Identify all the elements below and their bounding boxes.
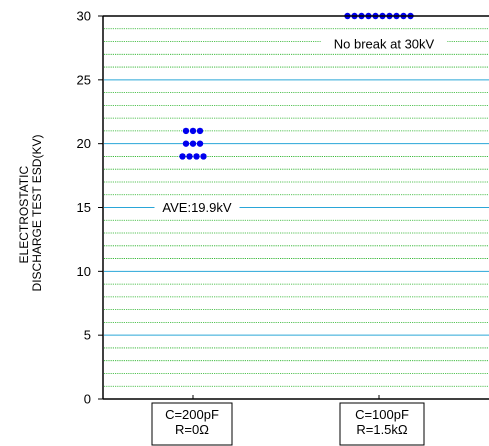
annotation-text: No break at 30kV [334, 37, 435, 52]
data-point [193, 153, 200, 160]
axes: 0 5 10 15 20 25 30 [77, 9, 489, 407]
y-tick-label: 25 [77, 72, 91, 87]
data-point [196, 140, 204, 147]
y-axis-label-line: DISCHARGE TEST ESD(KV) [30, 135, 44, 292]
data-points [179, 12, 414, 160]
y-tick-label: 0 [84, 392, 91, 407]
y-tick-label: 5 [84, 328, 91, 343]
y-axis-label: ELECTROSTATIC DISCHARGE TEST ESD(KV) [17, 135, 44, 292]
y-axis-label-line: ELECTROSTATIC [17, 166, 31, 264]
data-point [196, 127, 204, 135]
annotation-background [320, 35, 448, 54]
data-point [182, 127, 190, 135]
category-label-box [339, 402, 425, 446]
annotations: No break at 30kV AVE:19.9kV [154, 35, 448, 217]
data-point [179, 153, 186, 160]
annotation-text: AVE:19.9kV [162, 200, 231, 215]
data-point [189, 127, 197, 135]
annotation-background [154, 198, 240, 217]
data-point [186, 153, 193, 160]
y-tick-label: 10 [77, 264, 91, 279]
category-label: C=100pF [355, 407, 409, 422]
data-point [200, 153, 207, 160]
category-label: R=0Ω [175, 422, 209, 437]
data-point [182, 140, 190, 147]
category-label: C=200pF [165, 407, 219, 422]
data-point [189, 140, 197, 147]
y-tick-label: 30 [77, 9, 91, 24]
y-tick-label: 20 [77, 136, 91, 151]
category-label: R=1.5kΩ [356, 422, 408, 437]
category-label-box [151, 402, 233, 446]
y-tick-label: 15 [77, 200, 91, 215]
